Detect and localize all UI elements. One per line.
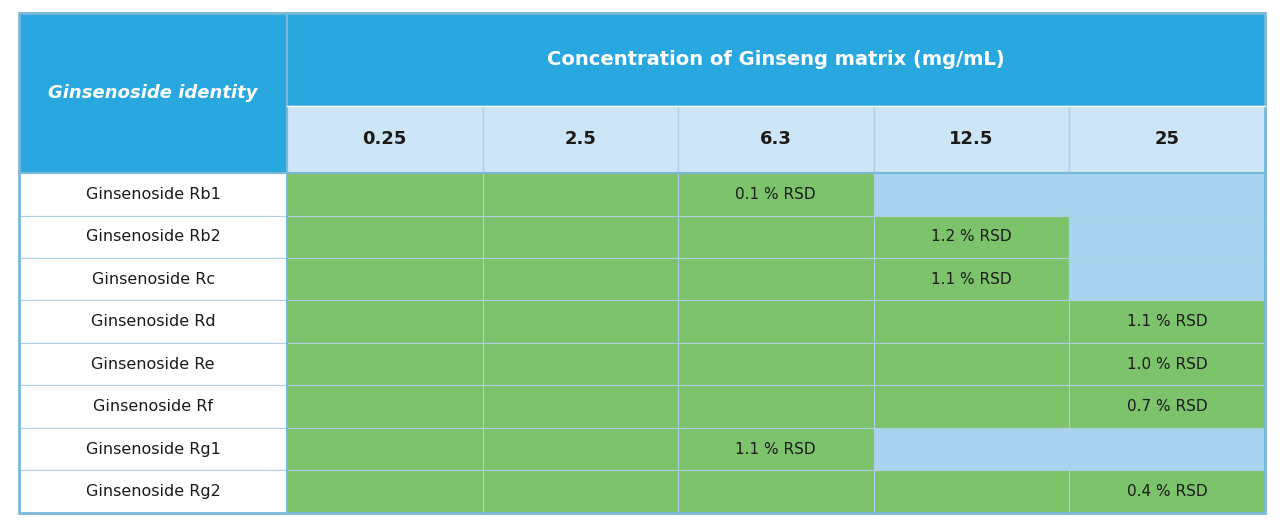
- Bar: [873, 216, 1069, 258]
- Bar: [19, 428, 287, 470]
- Text: 1.1 % RSD: 1.1 % RSD: [736, 442, 817, 457]
- Bar: [287, 13, 1265, 106]
- Text: 1.2 % RSD: 1.2 % RSD: [931, 229, 1011, 244]
- Bar: [19, 386, 287, 428]
- Bar: [19, 173, 287, 216]
- Text: 0.1 % RSD: 0.1 % RSD: [736, 187, 817, 202]
- Bar: [483, 343, 678, 386]
- Bar: [1069, 106, 1265, 173]
- Text: 1.1 % RSD: 1.1 % RSD: [931, 272, 1011, 287]
- Text: 12.5: 12.5: [950, 130, 993, 148]
- Bar: [287, 106, 483, 173]
- Text: 0.25: 0.25: [362, 130, 407, 148]
- Bar: [483, 173, 678, 216]
- Bar: [287, 173, 483, 216]
- Text: Ginsenoside Rb1: Ginsenoside Rb1: [86, 187, 220, 202]
- Text: Ginsenoside Re: Ginsenoside Re: [91, 357, 215, 372]
- Text: Ginsenoside Rd: Ginsenoside Rd: [91, 314, 215, 329]
- Bar: [287, 300, 483, 343]
- Bar: [1069, 300, 1265, 343]
- Text: Ginsenoside Rg1: Ginsenoside Rg1: [86, 442, 220, 457]
- Text: 1.1 % RSD: 1.1 % RSD: [1126, 314, 1207, 329]
- Bar: [287, 470, 483, 513]
- Bar: [1069, 386, 1265, 428]
- Text: Ginsenoside Rb2: Ginsenoside Rb2: [86, 229, 220, 244]
- Bar: [1069, 343, 1265, 386]
- Bar: [483, 258, 678, 300]
- Text: Ginsenoside Rc: Ginsenoside Rc: [92, 272, 215, 287]
- Bar: [1069, 258, 1265, 300]
- Bar: [483, 106, 678, 173]
- Bar: [678, 470, 873, 513]
- Bar: [19, 258, 287, 300]
- Bar: [19, 470, 287, 513]
- Bar: [873, 470, 1069, 513]
- Bar: [483, 300, 678, 343]
- Bar: [678, 428, 873, 470]
- Text: Ginsenoside Rf: Ginsenoside Rf: [93, 399, 212, 414]
- Bar: [873, 386, 1069, 428]
- Bar: [287, 386, 483, 428]
- Bar: [873, 428, 1069, 470]
- Bar: [1069, 173, 1265, 216]
- Bar: [873, 258, 1069, 300]
- Bar: [287, 428, 483, 470]
- Bar: [1069, 216, 1265, 258]
- Bar: [483, 470, 678, 513]
- Text: 1.0 % RSD: 1.0 % RSD: [1126, 357, 1207, 372]
- Bar: [19, 343, 287, 386]
- Bar: [287, 216, 483, 258]
- Bar: [1069, 428, 1265, 470]
- Bar: [678, 106, 873, 173]
- Bar: [873, 106, 1069, 173]
- Text: Concentration of Ginseng matrix (mg/mL): Concentration of Ginseng matrix (mg/mL): [547, 50, 1005, 69]
- Bar: [287, 258, 483, 300]
- Bar: [678, 173, 873, 216]
- Bar: [483, 216, 678, 258]
- Text: 6.3: 6.3: [760, 130, 792, 148]
- Bar: [483, 386, 678, 428]
- Text: 25: 25: [1155, 130, 1179, 148]
- Bar: [873, 343, 1069, 386]
- Text: Ginsenoside Rg2: Ginsenoside Rg2: [86, 484, 220, 499]
- Text: 0.7 % RSD: 0.7 % RSD: [1126, 399, 1207, 414]
- Bar: [678, 343, 873, 386]
- Bar: [1069, 470, 1265, 513]
- Text: 0.4 % RSD: 0.4 % RSD: [1126, 484, 1207, 499]
- Bar: [19, 13, 287, 173]
- Bar: [678, 258, 873, 300]
- Bar: [678, 386, 873, 428]
- Bar: [873, 300, 1069, 343]
- Text: 2.5: 2.5: [564, 130, 596, 148]
- Bar: [873, 173, 1069, 216]
- Bar: [19, 300, 287, 343]
- Bar: [678, 300, 873, 343]
- Bar: [678, 216, 873, 258]
- Text: Ginsenoside identity: Ginsenoside identity: [49, 84, 257, 102]
- Bar: [19, 216, 287, 258]
- Bar: [483, 428, 678, 470]
- Bar: [287, 343, 483, 386]
